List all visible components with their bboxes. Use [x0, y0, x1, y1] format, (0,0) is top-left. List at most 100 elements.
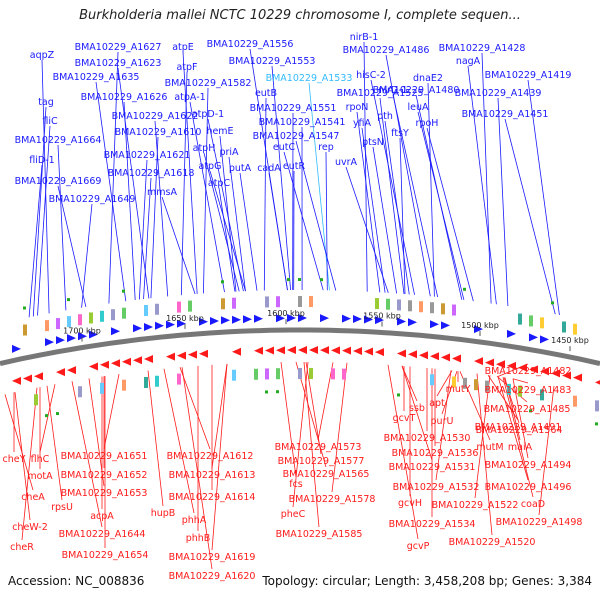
gene-label-forward[interactable]: eutC [273, 142, 296, 153]
gene-label-reverse[interactable]: BMA10229_A1653 [61, 488, 148, 499]
gene-label-forward[interactable]: priA [219, 147, 239, 158]
gene-label-forward[interactable]: yfiA [353, 118, 372, 129]
gene-label-forward[interactable]: nirD-1 [378, 85, 407, 96]
gene-label-forward[interactable]: mmsA [147, 187, 177, 198]
gene-label-forward[interactable]: BMA10229_A1541 [259, 117, 346, 128]
gene-label-reverse[interactable]: BMA10229_A1532 [393, 482, 480, 493]
gene-label-reverse[interactable]: rpsU [51, 502, 73, 513]
gene-label-forward[interactable]: BMA10229_A1551 [250, 103, 337, 114]
gene-label-forward[interactable]: hemE [206, 126, 233, 137]
gene-label-reverse[interactable]: coaD [521, 499, 545, 510]
gene-label-reverse[interactable]: cheA [21, 492, 45, 503]
gene-label-reverse[interactable]: BMA10229_A1612 [167, 451, 254, 462]
gene-label-forward[interactable]: BMA10229_A1626 [81, 92, 168, 103]
gene-label-reverse[interactable]: BMA10229_A1577 [278, 456, 365, 467]
gene-label-reverse[interactable]: motA [27, 471, 53, 482]
gene-label-reverse[interactable]: BMA10229_A1520 [449, 537, 536, 548]
gene-label-forward[interactable]: cadA [257, 163, 281, 174]
gene-label-reverse[interactable]: BMA10229_A1654 [62, 550, 149, 561]
gene-label-reverse[interactable]: BMA10229_A1613 [169, 470, 256, 481]
gene-label-reverse[interactable]: BMA10229_A1536 [392, 448, 479, 459]
gene-label-forward[interactable]: atpG [199, 161, 222, 172]
gene-label-forward[interactable]: BMA10229_A1582 [165, 78, 252, 89]
gene-label-forward[interactable]: rpoN [346, 102, 369, 113]
gene-label-reverse[interactable]: BMA10229_A1651 [61, 451, 148, 462]
gene-label-reverse[interactable]: gcvT [393, 413, 416, 424]
gene-label-reverse[interactable]: BMA10229_A1573 [275, 442, 362, 453]
gene-label-forward[interactable]: BMA10229_A1610 [115, 127, 202, 138]
gene-label-reverse[interactable]: BMA10229_A1585 [276, 529, 363, 540]
gene-label-reverse[interactable]: fcs [289, 479, 303, 490]
gene-label-reverse[interactable]: BMA10229_A1578 [289, 494, 376, 505]
gene-label-forward[interactable]: BMA10229_A1622 [112, 111, 199, 122]
gene-label-forward[interactable]: pth [377, 111, 393, 122]
gene-label-forward[interactable]: ftsY [391, 128, 409, 139]
gene-label-forward[interactable]: fliC [42, 116, 58, 127]
gene-label-reverse[interactable]: BMA10229_A1522 [432, 500, 519, 511]
gene-label-reverse[interactable]: BMA10229_A1496 [485, 482, 572, 493]
gene-label-reverse[interactable]: phhB [186, 533, 211, 544]
gene-label-reverse[interactable]: cheY [3, 454, 26, 465]
gene-label-reverse[interactable]: cheW-2 [12, 522, 48, 533]
gene-label-forward[interactable]: BMA10229_A1451 [462, 109, 549, 120]
gene-label-forward[interactable]: atpC [208, 178, 231, 189]
gene-label-reverse[interactable]: BMA10229_A1498 [496, 517, 583, 528]
gene-label-forward[interactable]: leuA [407, 102, 429, 113]
gene-label-reverse[interactable]: BMA10229_A1620 [169, 571, 256, 582]
gene-label-forward[interactable]: tag [38, 97, 54, 108]
gene-label-reverse[interactable]: BMA10229_A1485 [484, 404, 571, 415]
gene-label-reverse[interactable]: apt [429, 398, 445, 409]
gene-label-reverse[interactable]: maiA [508, 442, 533, 453]
gene-label-forward[interactable]: BMA10229_A1553 [229, 56, 316, 67]
gene-label-reverse[interactable]: BMA10229_A1564 [476, 425, 563, 436]
gene-label-reverse[interactable]: BMA10229_A1534 [389, 519, 476, 530]
gene-label-forward[interactable]: nagA [456, 56, 481, 67]
gene-label-forward[interactable]: putA [229, 163, 252, 174]
gene-label-reverse[interactable]: BMA10229_A1531 [389, 462, 476, 473]
gene-label-forward[interactable]: BMA10229_A1627 [75, 42, 162, 53]
gene-label-reverse[interactable]: acpA [90, 511, 114, 522]
gene-label-forward[interactable]: BMA10229_A1649 [49, 194, 136, 205]
gene-label-forward[interactable]: BMA10229_A1635 [53, 72, 140, 83]
gene-label-reverse[interactable]: hupB [151, 508, 176, 519]
gene-label-forward[interactable]: aqpZ [30, 50, 55, 61]
gene-label-reverse[interactable]: flhC [31, 454, 50, 465]
gene-label-forward[interactable]: atpF [176, 62, 197, 73]
gene-label-forward[interactable]: BMA10229_A1547 [253, 131, 340, 142]
gene-label-forward[interactable]: BMA10229_A1533 [266, 73, 353, 84]
gene-label-forward[interactable]: hisC-2 [356, 70, 386, 81]
gene-label-reverse[interactable]: BMA10229_A1494 [485, 460, 572, 471]
gene-label-forward[interactable]: rpoH [416, 118, 439, 129]
gene-label-forward[interactable]: BMA10229_A1419 [485, 70, 572, 81]
gene-label-reverse[interactable]: BMA10229_A1483 [485, 385, 572, 396]
gene-label-forward[interactable]: fliD-1 [29, 155, 54, 166]
gene-label-reverse[interactable]: mutM [476, 442, 503, 453]
gene-label-forward[interactable]: atpH [193, 143, 216, 154]
gene-label-forward[interactable]: BMA10229_A1623 [75, 58, 162, 69]
gene-label-forward[interactable]: eutR [283, 161, 306, 172]
gene-label-forward[interactable]: BMA10229_A1664 [15, 135, 102, 146]
gene-label-reverse[interactable]: purU [431, 416, 454, 427]
gene-label-forward[interactable]: BMA10229_A1618 [108, 168, 195, 179]
gene-label-forward[interactable]: BMA10229_A1428 [439, 43, 526, 54]
gene-label-reverse[interactable]: BMA10229_A1619 [169, 552, 256, 563]
gene-label-forward[interactable]: atpD-1 [192, 109, 224, 120]
gene-label-reverse[interactable]: phhA [182, 515, 207, 526]
gene-label-forward[interactable]: eutB [255, 88, 277, 99]
gene-label-forward[interactable]: uvrA [335, 157, 358, 168]
gene-label-forward[interactable]: BMA10229_A1621 [104, 150, 191, 161]
gene-label-reverse[interactable]: gcvH [398, 498, 422, 509]
gene-label-forward[interactable]: BMA10229_A1486 [343, 45, 430, 56]
gene-label-forward[interactable]: BMA10229_A1669 [15, 176, 102, 187]
gene-label-forward[interactable]: nirB-1 [350, 32, 379, 43]
gene-label-forward[interactable]: ptsN [362, 137, 384, 148]
gene-label-forward[interactable]: atpA-1 [174, 92, 205, 103]
gene-label-reverse[interactable]: cheR [10, 542, 34, 553]
gene-label-reverse[interactable]: BMA10229_A1644 [59, 529, 146, 540]
gene-label-reverse[interactable]: gcvP [407, 541, 430, 552]
gene-label-forward[interactable]: BMA10229_A1556 [207, 39, 294, 50]
gene-label-reverse[interactable]: BMA10229_A1652 [61, 470, 148, 481]
gene-label-forward[interactable]: rep [318, 142, 334, 153]
gene-label-forward[interactable]: dnaE2 [413, 73, 443, 84]
gene-label-forward[interactable]: BMA10229_A1439 [455, 88, 542, 99]
